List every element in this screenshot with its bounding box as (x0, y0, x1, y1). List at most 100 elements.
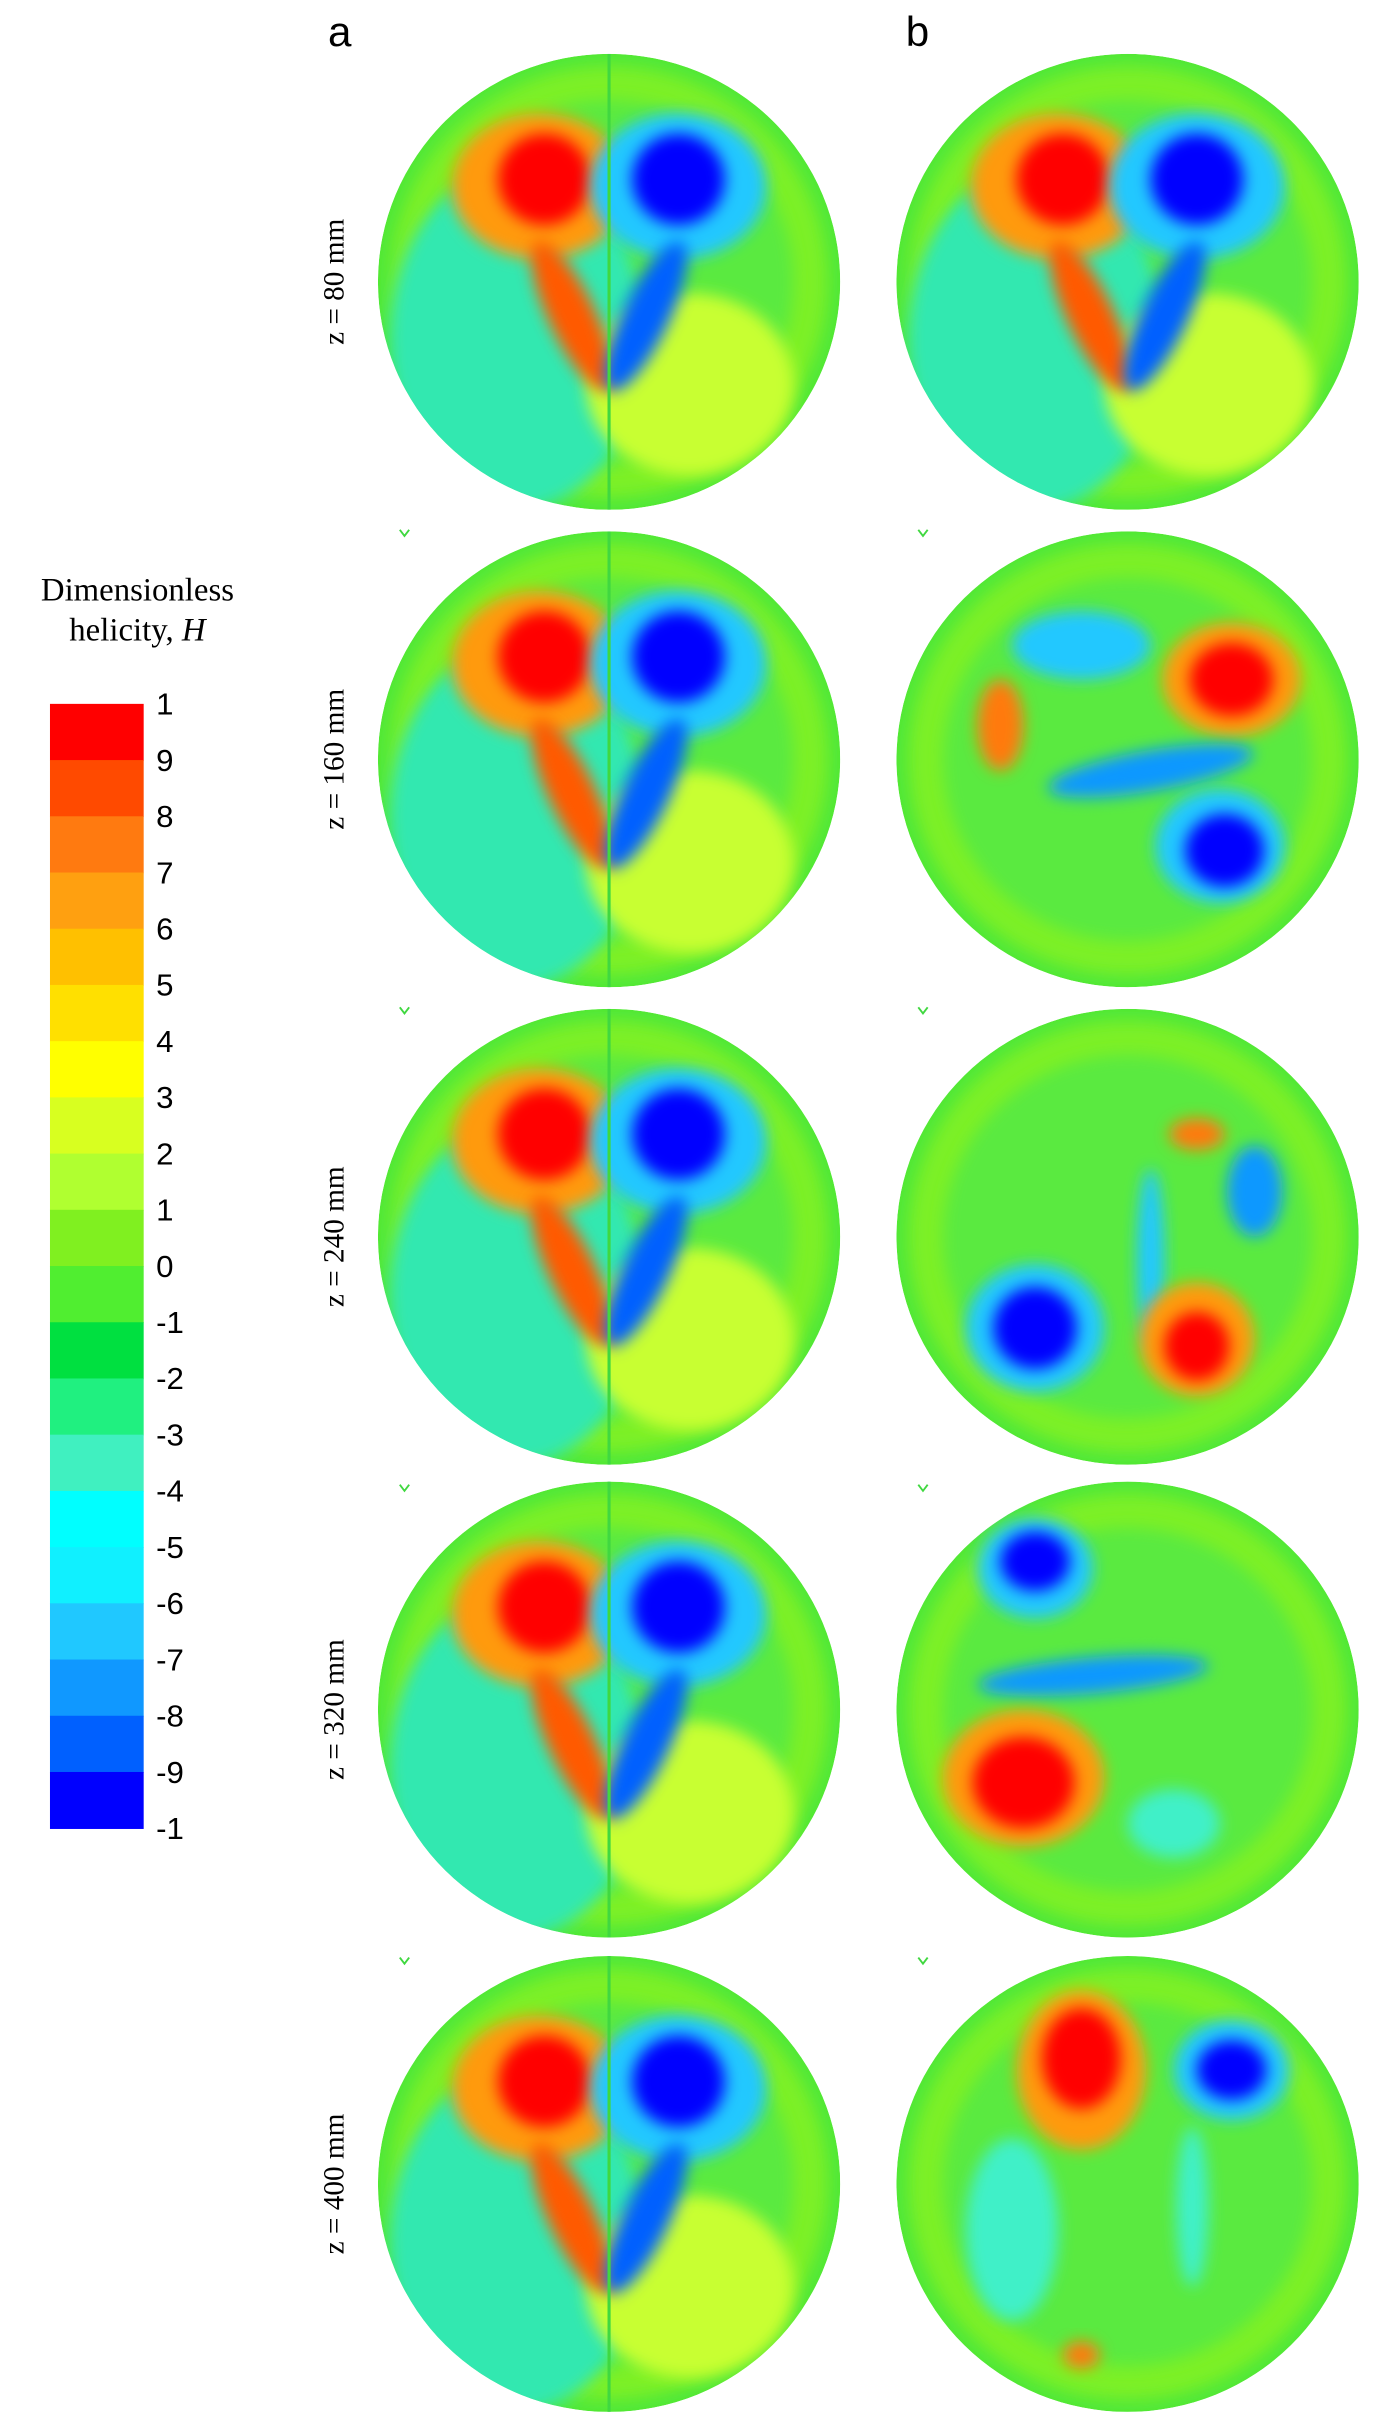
contour-blob (993, 1286, 1077, 1369)
column-label: a (328, 8, 352, 55)
colorbar-label: 5 (156, 968, 173, 1003)
contour-blob (389, 1122, 644, 1465)
colorbar-band (49, 816, 144, 874)
colorbar-title-symbol: H (181, 613, 207, 649)
contour-blob (632, 133, 725, 225)
contour-blob (605, 1668, 687, 1819)
colorbar-band (49, 1771, 144, 1829)
contour-blob (531, 241, 614, 392)
colorbar-label: -7 (156, 1643, 184, 1678)
contour-blob (632, 611, 725, 703)
colorbar-band (49, 872, 144, 930)
contour-blob (1123, 241, 1206, 392)
colorbar-title-text: helicity, (69, 613, 182, 649)
contour-panel (377, 531, 841, 988)
contour-blob (632, 1561, 725, 1653)
colorbar-label: 9 (156, 743, 173, 778)
colorbar-title: helicity, H (69, 613, 207, 649)
colorbar-label: -5 (156, 1530, 184, 1565)
colorbar-label: -1 (156, 1305, 184, 1340)
colorbar-band (49, 1715, 144, 1773)
contour-panel (896, 1481, 1359, 1938)
colorbar-band (49, 1153, 144, 1211)
colorbar-band (49, 1659, 144, 1717)
contour-blob (1169, 1118, 1225, 1151)
axis-glyph (917, 529, 929, 538)
contour-blob (498, 133, 591, 225)
contour-blob (1189, 643, 1274, 716)
contour-panel (377, 53, 841, 510)
contour-blob (977, 679, 1024, 771)
contour-blob (1042, 2008, 1121, 2109)
contour-blob (1011, 611, 1151, 680)
contour-blob (605, 718, 687, 869)
colorbar-label: 8 (156, 799, 173, 834)
row-label: z = 160 mm (318, 689, 350, 830)
axis-glyph (917, 1006, 929, 1015)
colorbar-label: 6 (156, 912, 173, 947)
contour-blob (498, 1561, 591, 1653)
contour-blob (1164, 1311, 1230, 1381)
contour-blob (389, 1595, 644, 1938)
colorbar-band (49, 928, 144, 986)
contour-blob (632, 1088, 725, 1180)
contour-blob (1226, 1145, 1283, 1237)
contour-blob (1150, 133, 1244, 225)
colorbar-band (49, 1209, 144, 1267)
colorbar-band (49, 1547, 144, 1605)
colorbar-band (49, 1490, 144, 1548)
row-label: z = 80 mm (318, 219, 350, 345)
contour-blob (1000, 1531, 1070, 1592)
contour-blob (498, 611, 591, 703)
contour-blob (389, 645, 644, 988)
contour-panel (896, 1008, 1359, 1465)
colorbar-label: 0 (156, 1249, 173, 1284)
contour-blob (498, 2035, 591, 2127)
row-label: z = 240 mm (318, 1166, 350, 1307)
contour-blob (605, 1195, 687, 1346)
contour-panel (377, 1008, 841, 1465)
column-label: b (906, 8, 929, 55)
contour-blob (605, 2143, 687, 2294)
colorbar-band (49, 703, 144, 761)
colorbar-label: 2 (156, 1137, 173, 1172)
contour-blob (1127, 1789, 1221, 1858)
colorbar-label: -8 (156, 1699, 184, 1734)
colorbar: 1 9 8 7 6 5 4 3 2 1 0 -1 -2 -3 -4 -5 -6 -7 -8 -9 -1 (49, 687, 184, 1846)
row-label: z = 400 mm (318, 2113, 350, 2254)
contour-blob (531, 1668, 614, 1819)
colorbar-label: 7 (156, 855, 173, 890)
colorbar-label: -3 (156, 1418, 184, 1453)
contour-blob (977, 1654, 1209, 1697)
contour-blob (605, 241, 687, 392)
colorbar-band (49, 1378, 144, 1436)
axis-glyph (917, 1484, 929, 1493)
colorbar-label: 1 (156, 1193, 173, 1228)
axis-glyph (399, 529, 410, 538)
colorbar-label: -1 (156, 1811, 184, 1846)
colorbar-band (49, 1097, 144, 1155)
colorbar-label: 1 (156, 687, 173, 722)
axis-glyph (399, 1484, 410, 1493)
colorbar-band (49, 1266, 144, 1324)
panels: a b z = 80 mm z = 160 mm z = 240 mm z = 320 m… (318, 8, 1359, 2412)
contour-blob (632, 2035, 725, 2127)
contour-panel (377, 1481, 841, 1938)
contour-blob (531, 718, 614, 869)
colorbar-label: 4 (156, 1024, 173, 1059)
contour-blob (907, 167, 1163, 510)
contour-blob (1049, 241, 1132, 392)
contour-blob (1196, 2040, 1267, 2100)
row-label: z = 320 mm (318, 1639, 350, 1780)
colorbar-band (49, 1434, 144, 1492)
contour-blob (1048, 743, 1254, 798)
colorbar-band (49, 760, 144, 818)
colorbar-band (49, 1322, 144, 1380)
contour-blob (972, 1736, 1075, 1829)
colorbar-label: -9 (156, 1755, 184, 1790)
colorbar-band (49, 1603, 144, 1661)
colorbar-label: -2 (156, 1361, 184, 1396)
axis-glyph (917, 1957, 929, 1966)
